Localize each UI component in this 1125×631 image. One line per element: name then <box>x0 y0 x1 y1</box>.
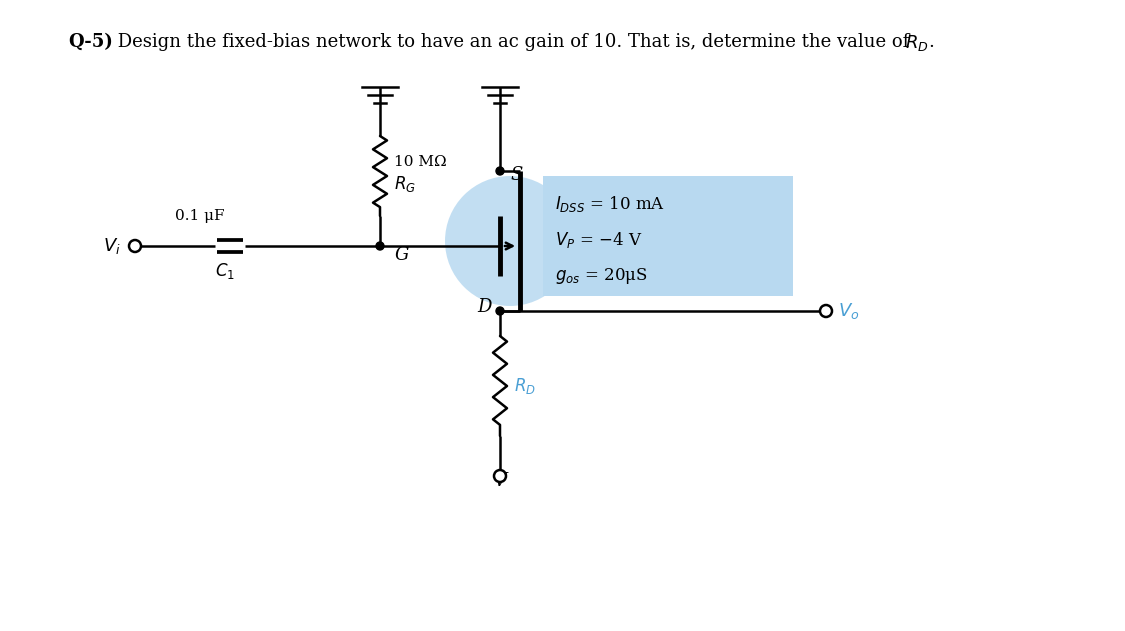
Text: $g_{os}$ = 20μS: $g_{os}$ = 20μS <box>555 266 648 286</box>
Text: $R_D$: $R_D$ <box>904 33 928 53</box>
Text: $V_i$: $V_i$ <box>104 236 122 256</box>
Text: Design the fixed-bias network to have an ac gain of 10. That is, determine the v: Design the fixed-bias network to have an… <box>112 33 915 51</box>
Text: 10 MΩ: 10 MΩ <box>394 155 447 169</box>
Circle shape <box>820 305 832 317</box>
Circle shape <box>376 242 384 250</box>
Text: $R_D$: $R_D$ <box>514 376 536 396</box>
Text: S: S <box>510 166 522 184</box>
Circle shape <box>496 167 504 175</box>
Text: V: V <box>494 472 506 490</box>
Text: Q-5): Q-5) <box>68 33 112 51</box>
Text: $V_P$ = −4 V: $V_P$ = −4 V <box>555 230 642 250</box>
Text: $C_1$: $C_1$ <box>215 261 235 281</box>
Text: D: D <box>478 298 492 316</box>
Text: $I_{DSS}$ = 10 mA: $I_{DSS}$ = 10 mA <box>555 194 665 214</box>
Circle shape <box>129 240 141 252</box>
Circle shape <box>446 176 575 306</box>
Text: $V_o$: $V_o$ <box>838 301 860 321</box>
Text: 0.1 μF: 0.1 μF <box>176 209 225 223</box>
Circle shape <box>496 307 504 315</box>
Circle shape <box>494 470 506 482</box>
Text: .: . <box>928 33 934 51</box>
Text: G: G <box>395 246 410 264</box>
Text: $R_G$: $R_G$ <box>394 174 416 194</box>
Bar <box>543 176 793 296</box>
